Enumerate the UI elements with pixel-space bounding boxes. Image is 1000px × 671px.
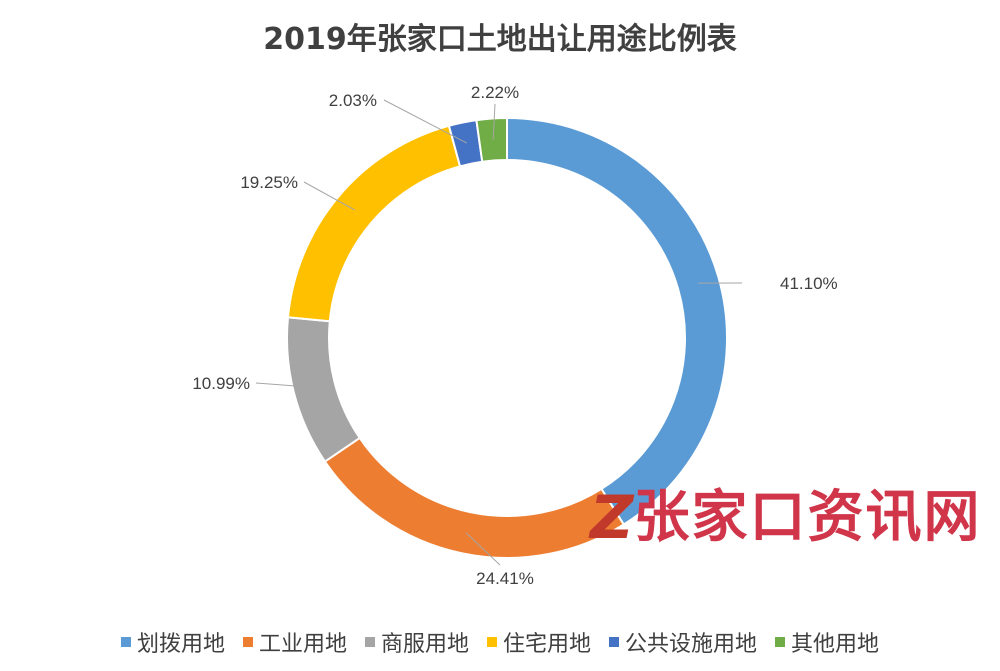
legend-swatch bbox=[242, 637, 253, 647]
leader-line bbox=[383, 99, 468, 144]
chart-title: 2019年张家口土地出让用途比例表 bbox=[263, 22, 737, 57]
donut-slice-3 bbox=[286, 316, 362, 463]
legend-item: 划拨用地 bbox=[120, 626, 225, 658]
leader-line bbox=[492, 103, 496, 140]
donut-slice-1 bbox=[506, 116, 728, 526]
data-label: 41.10% bbox=[780, 274, 838, 293]
legend-swatch bbox=[364, 637, 375, 647]
legend-label: 其他用地 bbox=[791, 632, 880, 657]
leader-line bbox=[465, 532, 501, 566]
donut-slice-4 bbox=[286, 124, 462, 323]
legend-item: 住宅用地 bbox=[487, 626, 591, 658]
legend-label: 住宅用地 bbox=[503, 632, 592, 657]
legend-swatch bbox=[775, 637, 786, 647]
legend-label: 划拨用地 bbox=[136, 632, 225, 657]
donut-slice-6 bbox=[475, 116, 508, 163]
data-label: 19.25% bbox=[240, 173, 298, 192]
legend-label: 工业用地 bbox=[258, 632, 347, 657]
watermark-z-icon: Z bbox=[590, 483, 634, 553]
leader-line bbox=[255, 382, 315, 388]
leader-line bbox=[303, 181, 355, 211]
data-label: 2.22% bbox=[471, 83, 519, 102]
legend: 划拨用地 工业用地 商服用地 住宅用地 公共设施用地 其他用地 bbox=[0, 626, 1000, 658]
watermark-text: 张家口资讯网 bbox=[633, 485, 982, 550]
legend-label: 商服用地 bbox=[380, 632, 469, 657]
legend-item: 公共设施用地 bbox=[609, 626, 757, 658]
legend-item: 工业用地 bbox=[242, 626, 347, 658]
data-label: 2.03% bbox=[329, 91, 377, 110]
legend-item: 商服用地 bbox=[364, 626, 469, 658]
legend-swatch bbox=[487, 637, 497, 647]
watermark-logo: Z 张家口资讯网 bbox=[590, 488, 982, 548]
legend-item: 其他用地 bbox=[775, 626, 879, 658]
data-label: 24.41% bbox=[476, 569, 534, 588]
legend-swatch bbox=[120, 637, 131, 647]
legend-swatch bbox=[609, 637, 620, 647]
data-label: 10.99% bbox=[192, 374, 250, 393]
legend-label: 公共设施用地 bbox=[625, 632, 758, 657]
